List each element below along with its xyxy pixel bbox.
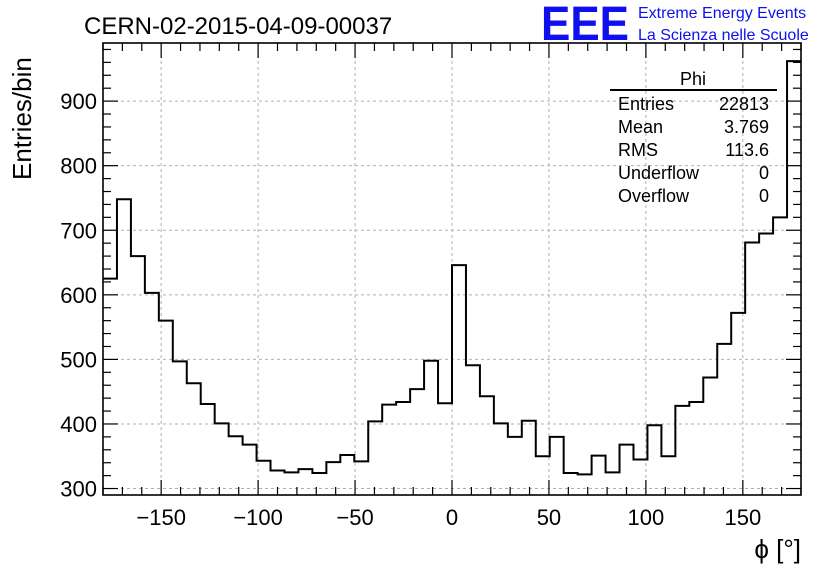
histogram-bin bbox=[229, 434, 243, 438]
y-tick-label: 400 bbox=[60, 412, 97, 437]
histogram-bin bbox=[717, 342, 731, 346]
histogram-bin bbox=[271, 468, 285, 472]
histogram-bin bbox=[368, 419, 382, 423]
histogram-bin bbox=[633, 457, 647, 461]
histogram-bin bbox=[592, 454, 606, 458]
stats-label-mean: Mean bbox=[618, 117, 663, 137]
histogram-bin bbox=[257, 459, 271, 463]
histogram-bin bbox=[508, 435, 522, 439]
histogram-bin bbox=[522, 419, 536, 423]
logo-line-1: Extreme Energy Events bbox=[638, 5, 806, 22]
histogram-bin bbox=[536, 454, 550, 458]
x-tick-label: 100 bbox=[628, 505, 665, 530]
stats-label-underflow: Underflow bbox=[618, 163, 700, 183]
stats-label-entries: Entries bbox=[618, 94, 674, 114]
x-axis-label: ϕ [°] bbox=[754, 534, 801, 564]
histogram-bin bbox=[382, 403, 396, 407]
x-tick-label: 150 bbox=[724, 505, 761, 530]
chart-title: CERN-02-2015-04-09-00037 bbox=[84, 13, 392, 40]
x-tick-label: 50 bbox=[537, 505, 561, 530]
histogram-series bbox=[103, 60, 801, 476]
x-tick-label: −150 bbox=[136, 505, 186, 530]
histogram-bin bbox=[550, 435, 564, 439]
histogram-bin bbox=[647, 423, 661, 427]
histogram-bin bbox=[131, 254, 145, 258]
histogram-bin bbox=[689, 400, 703, 404]
y-tick-label: 800 bbox=[60, 154, 97, 179]
histogram-bin bbox=[284, 470, 298, 474]
x-tick-labels: −150 −100 −50 0 50 100 150 bbox=[136, 505, 761, 530]
histogram-bin bbox=[620, 443, 634, 447]
histogram-bin bbox=[215, 421, 229, 425]
histogram-bin bbox=[243, 443, 257, 447]
histogram-bin bbox=[145, 291, 159, 295]
axis-ticks bbox=[102, 43, 802, 495]
histogram-bin bbox=[787, 59, 801, 63]
histogram-bin bbox=[606, 470, 620, 474]
x-tick-label: −100 bbox=[233, 505, 283, 530]
histogram-bin bbox=[731, 311, 745, 315]
histogram-bin bbox=[298, 467, 312, 471]
histogram-bin bbox=[173, 359, 187, 363]
stats-title: Phi bbox=[680, 69, 706, 89]
y-tick-label: 700 bbox=[60, 218, 97, 243]
histogram-bin bbox=[759, 231, 773, 235]
histogram-bin bbox=[675, 404, 689, 408]
histogram-bin bbox=[326, 460, 340, 464]
y-tick-label: 900 bbox=[60, 89, 97, 114]
histogram-bin bbox=[438, 401, 452, 405]
stats-value-entries: 22813 bbox=[719, 94, 769, 114]
stats-value-underflow: 0 bbox=[759, 163, 769, 183]
histogram-layer bbox=[103, 59, 801, 476]
stats-value-mean: 3.769 bbox=[724, 117, 769, 137]
y-tick-label: 300 bbox=[60, 477, 97, 502]
histogram-bin bbox=[312, 471, 326, 475]
histogram-bin bbox=[564, 471, 578, 475]
logo-line-2: La Scienza nelle Scuole bbox=[638, 27, 809, 44]
stats-value-overflow: 0 bbox=[759, 186, 769, 206]
histogram-bin bbox=[117, 197, 131, 201]
y-tick-label: 500 bbox=[60, 347, 97, 372]
stats-value-rms: 113.6 bbox=[725, 140, 769, 160]
y-axis-label: Entries/bin bbox=[7, 57, 37, 180]
histogram-bin bbox=[159, 319, 173, 323]
histogram-bin bbox=[410, 387, 424, 391]
histogram-bin bbox=[187, 381, 201, 385]
histogram-bin bbox=[745, 241, 759, 245]
histogram-bin bbox=[201, 402, 215, 406]
histogram-bin bbox=[578, 472, 592, 476]
histogram-bin bbox=[480, 394, 494, 398]
x-tick-label: −50 bbox=[336, 505, 373, 530]
eee-logo: EEE bbox=[541, 0, 629, 51]
histogram-bin bbox=[466, 363, 480, 367]
histogram-bin bbox=[452, 263, 466, 267]
histogram-bin bbox=[354, 459, 368, 463]
histogram-bin bbox=[494, 421, 508, 425]
plot-frame bbox=[102, 42, 802, 496]
histogram-bin bbox=[340, 453, 354, 457]
y-tick-labels: 300 400 500 600 700 800 900 bbox=[60, 89, 97, 501]
x-tick-label: 0 bbox=[446, 505, 458, 530]
histogram-bin bbox=[396, 400, 410, 404]
histogram-bin bbox=[661, 454, 675, 458]
histogram-bin bbox=[424, 359, 438, 363]
histogram-bin bbox=[773, 215, 787, 219]
stats-box: Phi Entries 22813 Mean 3.769 RMS 113.6 U… bbox=[610, 69, 777, 206]
histogram-bin bbox=[703, 375, 717, 379]
stats-label-overflow: Overflow bbox=[618, 186, 690, 206]
stats-label-rms: RMS bbox=[618, 140, 658, 160]
histogram-bin bbox=[103, 277, 117, 281]
y-tick-label: 600 bbox=[60, 283, 97, 308]
